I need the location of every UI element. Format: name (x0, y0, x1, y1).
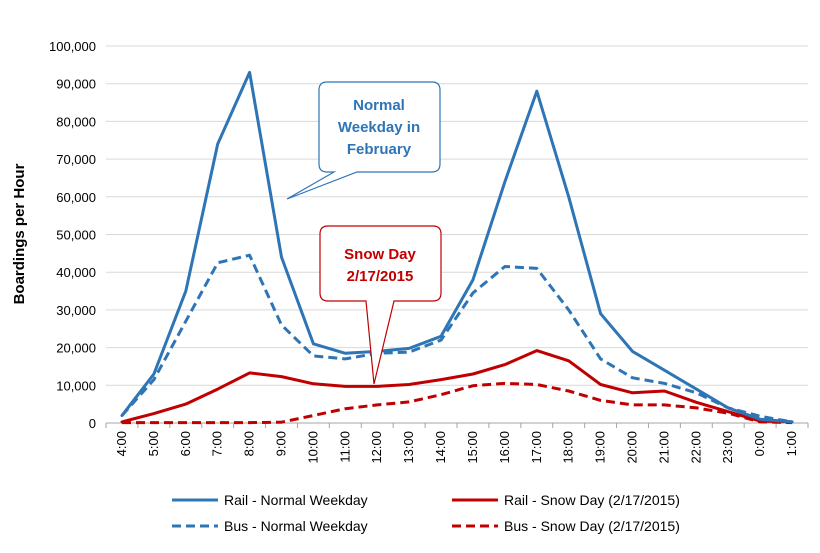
x-tick-label: 21:00 (656, 431, 671, 464)
x-tick-label: 14:00 (433, 431, 448, 464)
x-tick-label: 16:00 (497, 431, 512, 464)
callout-normal-text: Normal Weekday in February (338, 97, 420, 158)
legend-label: Bus - Normal Weekday (224, 518, 368, 534)
y-tick-label: 40,000 (56, 265, 96, 280)
callout-snow-day: Snow Day 2/17/2015 (319, 225, 442, 385)
y-tick-label: 10,000 (56, 378, 96, 393)
series-line-1 (120, 349, 794, 424)
series-line-0 (120, 70, 794, 424)
callout-normal-bubble (286, 81, 441, 200)
x-tick-label: 9:00 (274, 431, 289, 456)
y-tick-label: 50,000 (56, 228, 96, 243)
x-tick-label: 5:00 (146, 431, 161, 456)
x-tick-label: 0:00 (752, 431, 767, 456)
x-tick-label: 20:00 (625, 431, 640, 464)
y-tick-label: 60,000 (56, 190, 96, 205)
x-tick-label: 4:00 (114, 431, 129, 456)
callout-line: Weekday in (338, 119, 420, 136)
callout-snow-text: Snow Day 2/17/2015 (344, 246, 416, 285)
callout-line: Snow Day (344, 246, 416, 263)
x-tick-label: 19:00 (593, 431, 608, 464)
x-tick-label: 1:00 (784, 431, 799, 456)
callout-line: February (347, 141, 412, 158)
y-tick-label: 70,000 (56, 152, 96, 167)
y-tick-label: 20,000 (56, 341, 96, 356)
callout-normal-weekday: Normal Weekday in February (286, 81, 441, 200)
series-line-2 (120, 253, 793, 424)
series-lines (120, 70, 794, 425)
x-tick-label: 13:00 (401, 431, 416, 464)
callout-line: Normal (353, 97, 405, 114)
legend-label: Rail - Normal Weekday (224, 492, 368, 508)
y-axis-title: Boardings per Hour (11, 163, 28, 304)
x-tick-label: 10:00 (305, 431, 320, 464)
callout-snow-bubble (319, 225, 442, 385)
y-tick-label: 30,000 (56, 303, 96, 318)
y-tick-label: 100,000 (49, 39, 96, 54)
legend: Rail - Normal Weekday Rail - Snow Day (2/… (172, 492, 680, 534)
x-tick-label: 7:00 (210, 431, 225, 456)
x-tick-label: 11:00 (337, 431, 352, 463)
x-tick-label: 23:00 (720, 431, 735, 464)
callout-line: 2/17/2015 (347, 268, 414, 285)
x-tick-label: 17:00 (529, 431, 544, 464)
x-tick-label: 18:00 (561, 431, 576, 464)
x-tick-label: 8:00 (242, 431, 257, 456)
y-tick-label: 80,000 (56, 114, 96, 129)
x-tick-label: 22:00 (688, 431, 703, 464)
x-tick-label: 12:00 (369, 431, 384, 464)
x-tick-label: 6:00 (178, 431, 193, 456)
legend-label: Rail - Snow Day (2/17/2015) (504, 492, 680, 508)
y-axis-ticks: 0 10,000 20,000 30,000 40,000 50,000 60,000 70,… (49, 39, 96, 431)
series-line-3 (122, 381, 793, 425)
x-axis-ticks: 4:00 5:00 6:00 7:00 8:00 9:00 10:00 11:00 12:00 1… (105, 423, 809, 464)
legend-label: Bus - Snow Day (2/17/2015) (504, 518, 680, 534)
y-tick-label: 0 (89, 416, 96, 431)
x-tick-label: 15:00 (465, 431, 480, 464)
y-tick-label: 90,000 (56, 77, 96, 92)
